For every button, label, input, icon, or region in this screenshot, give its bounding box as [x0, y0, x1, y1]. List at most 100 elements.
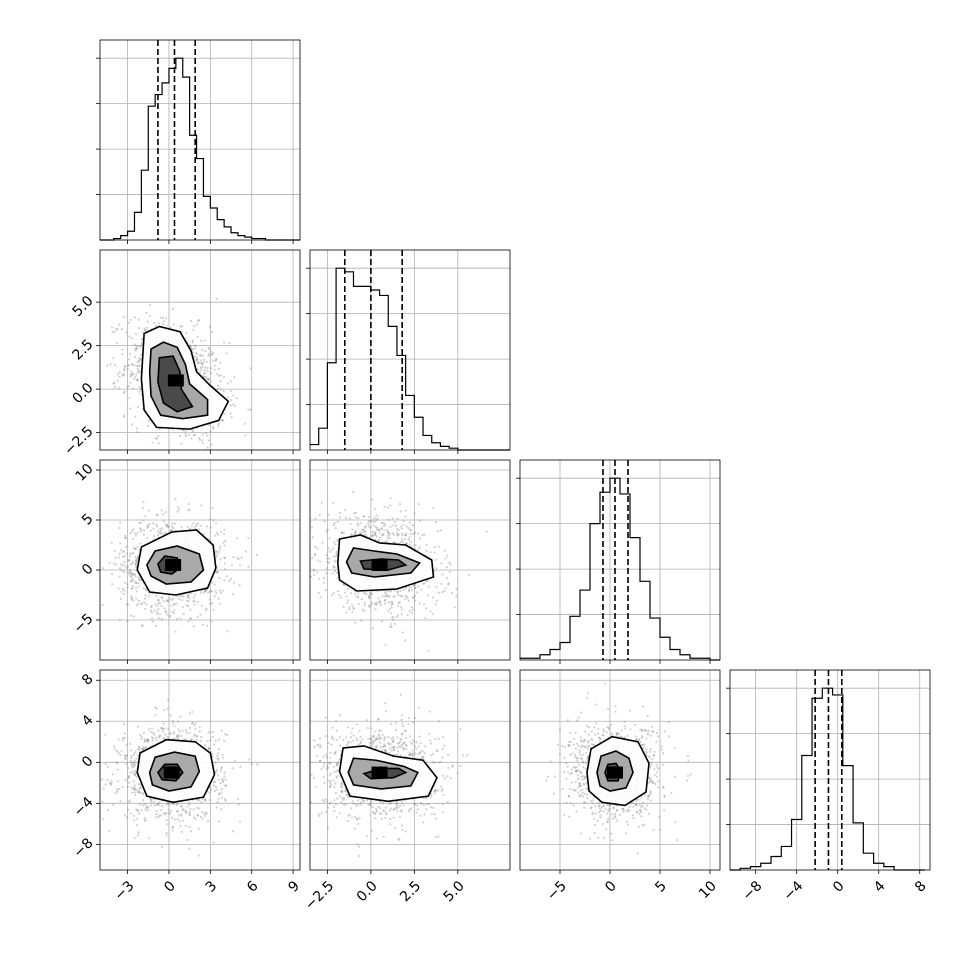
sample-point: [205, 624, 209, 627]
sample-point: [217, 424, 220, 427]
sample-point: [165, 819, 168, 822]
sample-point: [354, 516, 357, 519]
sample-point: [375, 809, 379, 812]
density-layer: [310, 490, 488, 653]
sample-point: [217, 384, 220, 387]
sample-point: [155, 809, 159, 813]
sample-point: [436, 530, 440, 533]
sample-point: [371, 534, 375, 537]
sample-point: [147, 728, 151, 731]
sample-point: [365, 593, 368, 596]
sample-point: [159, 531, 162, 535]
sample-point: [313, 554, 317, 557]
sample-point: [446, 554, 449, 557]
sample-point: [396, 804, 399, 807]
contour-line-2: [157, 355, 194, 413]
sample-point: [123, 589, 126, 592]
sample-point: [133, 819, 136, 822]
sample-point: [425, 607, 428, 610]
sample-point: [207, 731, 210, 734]
sample-point: [448, 561, 451, 564]
sample-point: [161, 322, 165, 326]
sample-point: [379, 736, 383, 739]
sample-point: [114, 556, 117, 559]
sample-point: [197, 319, 201, 322]
sample-point: [104, 783, 107, 786]
sample-point: [406, 614, 409, 617]
sample-point: [396, 614, 399, 617]
sample-point: [247, 408, 250, 412]
sample-point: [378, 531, 381, 534]
sample-point: [378, 540, 381, 543]
sample-point: [200, 604, 203, 607]
sample-point: [157, 434, 160, 438]
sample-point: [363, 530, 366, 533]
sample-point: [131, 573, 134, 577]
sample-point: [398, 601, 401, 604]
sample-point: [195, 734, 198, 737]
sample-point: [126, 586, 129, 589]
sample-point: [392, 595, 395, 598]
sample-point: [325, 753, 328, 757]
sample-point: [154, 706, 157, 709]
sample-point: [166, 801, 169, 804]
sample-point: [400, 527, 403, 530]
sample-point: [386, 531, 390, 534]
density-panel-2-1: [309, 459, 511, 661]
sample-point: [212, 841, 215, 844]
sample-point: [370, 800, 373, 803]
sample-point: [417, 532, 420, 535]
sample-point: [168, 803, 171, 806]
sample-point: [327, 741, 330, 745]
sample-point: [392, 541, 395, 544]
sample-point: [220, 418, 224, 422]
sample-point: [405, 595, 408, 598]
sample-point: [404, 509, 407, 512]
sample-point: [382, 533, 385, 537]
sample-point: [154, 816, 158, 819]
sample-point: [114, 792, 117, 795]
sample-point: [440, 582, 443, 586]
sample-point: [199, 366, 202, 369]
sample-point: [207, 746, 210, 749]
sample-point: [215, 788, 218, 791]
contour-line-2: [359, 558, 408, 571]
sample-point: [159, 316, 162, 319]
sample-point: [136, 725, 140, 728]
sample-point: [387, 601, 390, 604]
sample-point: [195, 738, 198, 742]
sample-point: [327, 779, 330, 782]
sample-point: [137, 812, 141, 815]
sample-point: [140, 393, 143, 396]
sample-point: [150, 617, 154, 620]
sample-point: [219, 388, 222, 391]
sample-point: [140, 747, 143, 751]
sample-point: [205, 811, 208, 814]
sample-point: [329, 772, 332, 775]
sample-point: [133, 364, 136, 367]
sample-point: [104, 762, 107, 766]
sample-point: [165, 524, 168, 527]
sample-point: [392, 807, 396, 811]
sample-point: [212, 519, 215, 522]
sample-point: [222, 390, 225, 393]
sample-point: [249, 367, 252, 370]
sample-point: [146, 739, 149, 742]
sample-point: [305, 724, 307, 726]
sample-point: [366, 727, 369, 730]
sample-point: [116, 328, 119, 331]
sample-point: [217, 748, 221, 751]
sample-point: [437, 591, 441, 594]
sample-point: [332, 805, 335, 809]
sample-point: [326, 557, 330, 560]
sample-point: [138, 782, 141, 786]
sample-point: [143, 601, 146, 604]
sample-point: [167, 599, 170, 603]
sample-point: [399, 510, 402, 513]
sample-point: [188, 731, 191, 734]
sample-point: [108, 829, 111, 832]
sample-point: [222, 341, 226, 344]
sample-point: [199, 354, 202, 357]
sample-point: [437, 737, 441, 740]
sample-point: [377, 538, 380, 542]
